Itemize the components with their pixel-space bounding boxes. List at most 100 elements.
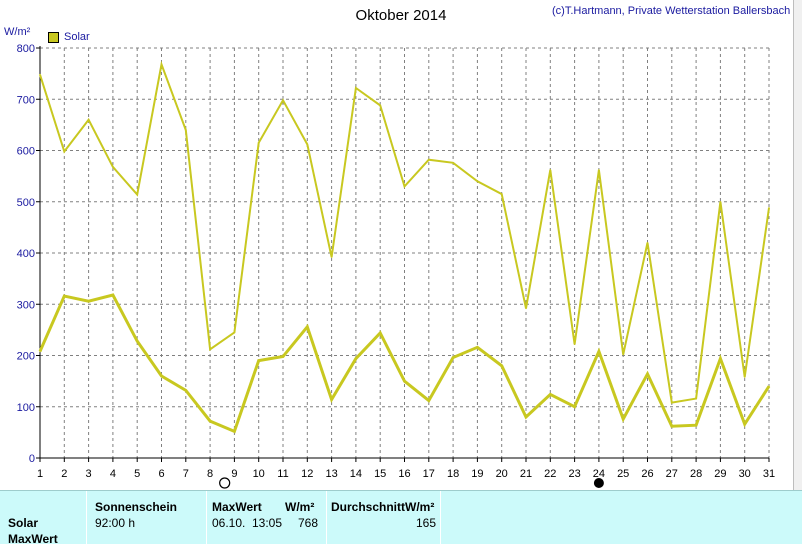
data-point xyxy=(233,331,236,334)
data-point xyxy=(112,166,114,168)
x-tick-label: 26 xyxy=(641,468,653,480)
legend: Solar xyxy=(48,31,90,43)
chart-title: Oktober 2014 xyxy=(355,7,447,24)
x-tick-label: 14 xyxy=(350,468,362,480)
data-point xyxy=(476,346,479,349)
data-point xyxy=(355,87,357,89)
scrollbar[interactable] xyxy=(793,0,802,490)
data-point xyxy=(622,353,624,356)
x-tick-label: 17 xyxy=(423,468,435,480)
x-tick-label: 11 xyxy=(277,468,288,480)
panel-separator xyxy=(206,491,207,544)
maxwert-time: 13:05 xyxy=(252,516,283,530)
data-point xyxy=(209,420,211,422)
x-tick-label: 31 xyxy=(763,468,775,480)
y-tick-label: 400 xyxy=(17,248,35,260)
sonnenschein-header: Sonnenschein xyxy=(95,500,178,514)
data-point xyxy=(306,326,309,328)
x-tick-label: 27 xyxy=(666,468,678,480)
data-point xyxy=(136,340,138,342)
data-point xyxy=(671,401,673,404)
legend-swatch xyxy=(48,31,59,43)
x-tick-label: 30 xyxy=(739,468,751,480)
data-point xyxy=(379,104,382,107)
y-tick-label: 200 xyxy=(17,351,35,363)
data-point xyxy=(525,307,527,310)
x-tick-label: 6 xyxy=(158,468,164,480)
data-point xyxy=(743,376,746,378)
y-tick-label: 0 xyxy=(29,453,35,465)
data-point xyxy=(428,399,430,402)
x-tick-label: 22 xyxy=(544,468,556,480)
data-point xyxy=(549,393,552,396)
y-tick-label: 600 xyxy=(17,146,35,158)
x-tick-label: 29 xyxy=(714,468,726,480)
data-point xyxy=(209,348,211,351)
data-point xyxy=(282,99,284,102)
data-point xyxy=(282,355,284,358)
data-point xyxy=(136,193,138,196)
x-tick-label: 28 xyxy=(690,468,702,480)
y-tick-label: 300 xyxy=(17,299,35,311)
data-point xyxy=(112,294,114,296)
x-tick-label: 16 xyxy=(398,468,410,480)
data-point xyxy=(330,398,333,401)
data-point xyxy=(622,418,624,420)
y-axis-unit: W/m² xyxy=(4,26,31,38)
data-point xyxy=(500,364,503,367)
data-point xyxy=(257,142,260,144)
x-tick-label: 8 xyxy=(207,468,213,480)
x-tick-label: 24 xyxy=(593,468,605,480)
x-tick-label: 19 xyxy=(471,468,483,480)
data-point xyxy=(500,193,503,195)
data-point xyxy=(39,350,41,353)
row-label-maxwert: MaxWert xyxy=(8,532,58,546)
data-point xyxy=(598,350,600,353)
durchschnitt-value: 165 xyxy=(416,516,437,530)
maxwert-date: 06.10. xyxy=(212,516,246,530)
x-tick-label: 13 xyxy=(325,468,337,480)
data-point xyxy=(743,423,746,425)
data-point xyxy=(549,169,552,171)
data-point xyxy=(573,405,576,408)
summary-panel: Solar MaxWert Sonnenschein 92:00 h MaxWe… xyxy=(0,490,802,546)
y-tick-label: 800 xyxy=(17,43,35,55)
data-point xyxy=(452,162,454,164)
x-tick-label: 5 xyxy=(134,468,140,480)
data-point xyxy=(330,256,333,258)
x-tick-label: 3 xyxy=(86,468,92,480)
panel-separator xyxy=(440,491,441,544)
data-point xyxy=(306,143,309,146)
data-point xyxy=(695,397,697,400)
moon-filled-marker xyxy=(593,478,604,488)
x-tick-label: 4 xyxy=(110,468,116,480)
x-tick-label: 23 xyxy=(568,468,580,480)
x-tick-label: 7 xyxy=(183,468,189,480)
maxwert-unit: W/m² xyxy=(285,500,315,514)
y-tick-label: 700 xyxy=(17,94,35,106)
data-point xyxy=(768,207,770,209)
data-point xyxy=(671,425,673,428)
x-tick-label: 9 xyxy=(231,468,237,480)
data-point xyxy=(452,356,454,359)
x-tick-label: 18 xyxy=(447,468,459,480)
sonnenschein-value: 92:00 h xyxy=(95,516,136,530)
data-point xyxy=(428,158,430,161)
x-tick-label: 1 xyxy=(37,468,43,480)
x-tick-label: 12 xyxy=(301,468,313,480)
maxwert-value: 768 xyxy=(298,516,319,530)
data-point xyxy=(646,241,649,244)
data-point xyxy=(257,359,260,362)
data-point xyxy=(403,185,406,188)
x-tick-label: 25 xyxy=(617,468,629,480)
x-tick-label: 15 xyxy=(374,468,386,480)
moon-open-marker xyxy=(219,477,231,489)
row-label-solar: Solar xyxy=(8,516,39,530)
data-point xyxy=(87,118,90,121)
durchschnitt-header: DurchschnittW/m² xyxy=(331,500,435,514)
data-point xyxy=(185,129,187,131)
x-tick-label: 10 xyxy=(253,468,265,480)
data-point xyxy=(87,300,90,302)
data-point xyxy=(719,200,722,203)
data-point xyxy=(160,375,163,377)
